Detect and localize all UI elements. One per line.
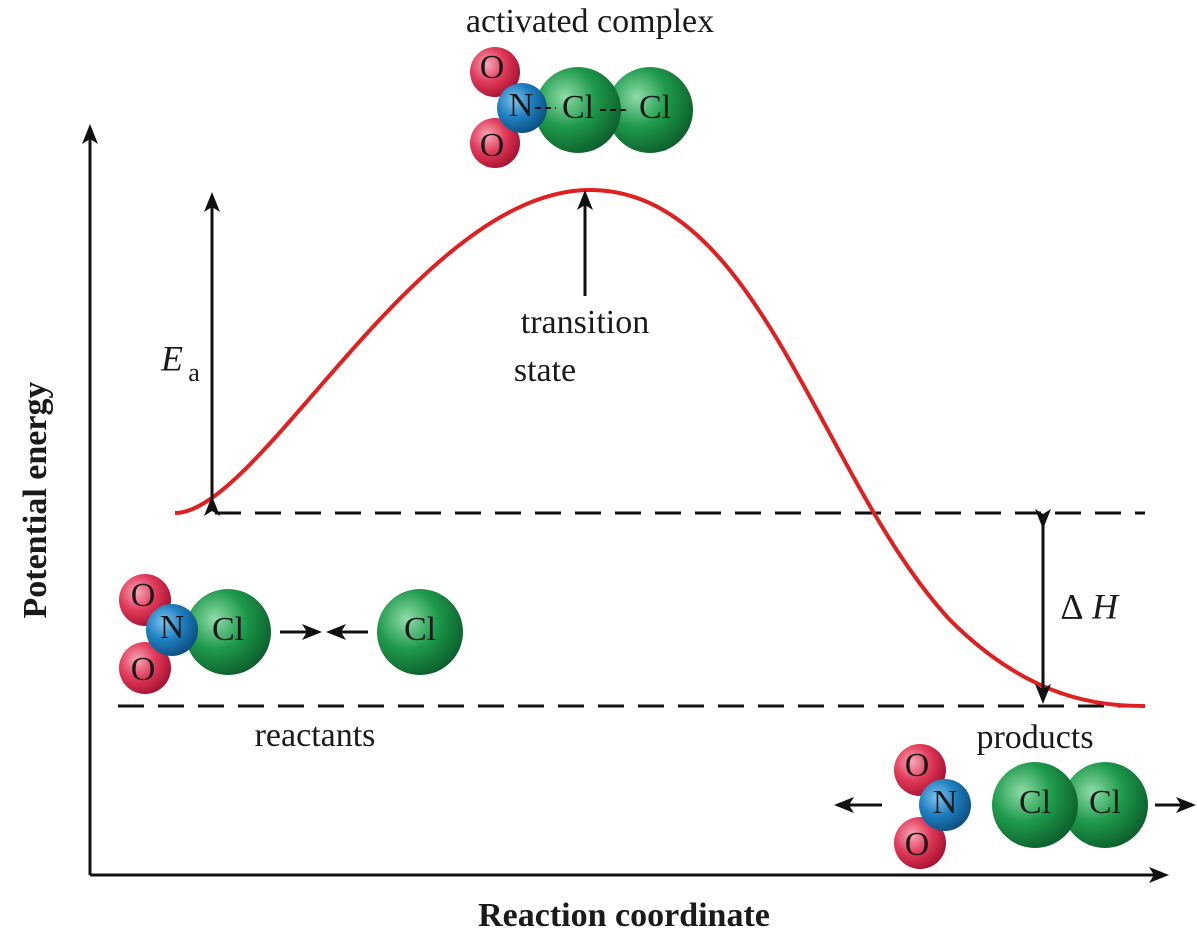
atom-label: O	[480, 49, 505, 86]
atom-label: O	[905, 826, 930, 863]
atom	[377, 589, 463, 675]
x-axis-label: Reaction coordinate	[478, 897, 770, 934]
molecule: Cl	[377, 589, 463, 675]
molecule: O O N	[894, 744, 971, 869]
molecule: Cl Cl	[992, 762, 1148, 848]
atom-label: O	[131, 651, 156, 688]
atom-label: Cl	[212, 611, 244, 648]
atom-label: Cl	[562, 89, 594, 126]
atom	[894, 817, 946, 869]
atom-label: Cl	[1019, 784, 1051, 821]
atom	[470, 47, 520, 97]
atom-label: Cl	[1089, 784, 1121, 821]
atom	[1062, 762, 1148, 848]
atom-label: O	[905, 747, 930, 784]
h-symbol: H	[1091, 586, 1120, 626]
ea-symbol: E	[160, 338, 183, 378]
energy-curve	[174, 187, 1146, 708]
y-axis-label: Potential energy	[17, 382, 54, 619]
atom-label: N	[160, 609, 185, 646]
ts-label: state	[514, 352, 576, 389]
atom	[470, 118, 520, 168]
molecule: O O N Cl Cl	[470, 47, 693, 168]
atom	[535, 67, 621, 153]
delta-symbol: Δ	[1060, 586, 1083, 626]
atom-label: N	[933, 784, 958, 821]
atom-label: Cl	[639, 89, 671, 126]
ea-subscript: a	[188, 358, 200, 387]
products-label: products	[976, 719, 1093, 756]
atom	[119, 642, 171, 694]
atom	[185, 589, 271, 675]
atom-label: O	[131, 577, 156, 614]
atom	[497, 83, 547, 133]
atom	[607, 67, 693, 153]
atom	[992, 762, 1078, 848]
atom	[146, 604, 198, 656]
ts-label: transition	[521, 304, 649, 341]
atom-label: O	[480, 127, 505, 164]
atom-label: N	[509, 87, 534, 124]
molecule: O O N Cl	[119, 574, 271, 694]
activated-complex-label: activated complex	[466, 3, 714, 40]
atom	[919, 779, 971, 831]
atom-label: Cl	[404, 611, 436, 648]
reactants-label: reactants	[255, 717, 376, 754]
